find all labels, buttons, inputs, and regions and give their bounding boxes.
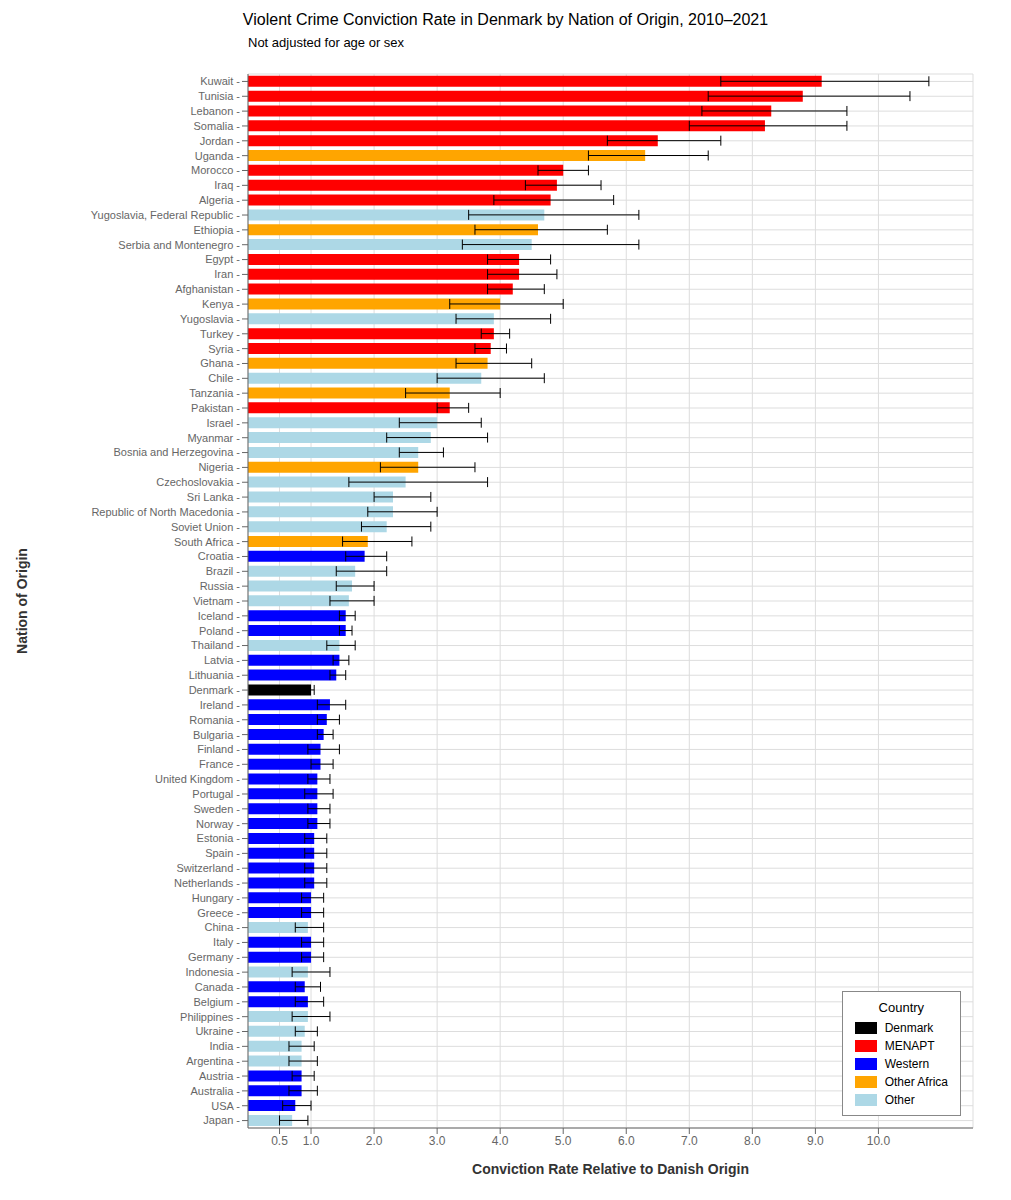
- svg-text:Canada -: Canada -: [195, 981, 241, 993]
- svg-text:Morocco -: Morocco -: [191, 164, 240, 176]
- svg-text:10.0: 10.0: [867, 1134, 891, 1148]
- svg-text:Philippines -: Philippines -: [180, 1011, 240, 1023]
- svg-text:Latvia -: Latvia -: [204, 654, 240, 666]
- svg-text:4.0: 4.0: [492, 1134, 509, 1148]
- svg-text:Myanmar -: Myanmar -: [187, 432, 240, 444]
- svg-text:Uganda -: Uganda -: [195, 150, 241, 162]
- svg-text:Japan -: Japan -: [203, 1114, 240, 1126]
- svg-text:Poland -: Poland -: [199, 625, 240, 637]
- svg-text:Russia -: Russia -: [200, 580, 241, 592]
- svg-text:Nation of Origin: Nation of Origin: [14, 548, 30, 654]
- svg-text:Germany -: Germany -: [188, 951, 240, 963]
- svg-text:Algeria -: Algeria -: [199, 194, 240, 206]
- svg-text:China -: China -: [205, 921, 241, 933]
- svg-text:South Africa -: South Africa -: [174, 536, 240, 548]
- svg-text:Afghanistan -: Afghanistan -: [175, 283, 240, 295]
- svg-text:Kuwait -: Kuwait -: [200, 75, 240, 87]
- svg-text:Jordan -: Jordan -: [200, 135, 241, 147]
- svg-text:Pakistan -: Pakistan -: [191, 402, 240, 414]
- html-text:Not adjusted for age or sex: Not adjusted for age or sex: [248, 35, 405, 50]
- svg-text:Serbia and Montenegro -: Serbia and Montenegro -: [118, 239, 240, 251]
- svg-text:Somalia -: Somalia -: [194, 120, 241, 132]
- svg-text:Iceland -: Iceland -: [198, 610, 241, 622]
- svg-text:Vietnam -: Vietnam -: [193, 595, 240, 607]
- svg-text:8.0: 8.0: [744, 1134, 761, 1148]
- svg-text:Lithuania -: Lithuania -: [189, 669, 241, 681]
- svg-text:Hungary -: Hungary -: [192, 892, 241, 904]
- svg-text:5.0: 5.0: [555, 1134, 572, 1148]
- svg-text:Ethiopia -: Ethiopia -: [194, 224, 241, 236]
- svg-text:Brazil -: Brazil -: [206, 565, 241, 577]
- svg-text:Romania -: Romania -: [189, 714, 240, 726]
- svg-text:Egypt -: Egypt -: [205, 253, 240, 265]
- svg-text:Tanzania -: Tanzania -: [189, 387, 240, 399]
- svg-text:Ghana -: Ghana -: [200, 357, 240, 369]
- html-text:Western: Western: [884, 1057, 930, 1071]
- svg-text:Norway -: Norway -: [196, 818, 240, 830]
- svg-text:Ireland -: Ireland -: [200, 699, 241, 711]
- svg-text:Croatia -: Croatia -: [198, 550, 241, 562]
- svg-text:India -: India -: [209, 1040, 240, 1052]
- svg-text:Ukraine -: Ukraine -: [195, 1025, 240, 1037]
- svg-text:Indonesia -: Indonesia -: [186, 966, 241, 978]
- svg-text:Portugal -: Portugal -: [192, 788, 240, 800]
- svg-text:Switzerland -: Switzerland -: [176, 862, 240, 874]
- svg-text:1.0: 1.0: [303, 1134, 320, 1148]
- svg-text:Estonia -: Estonia -: [197, 832, 241, 844]
- svg-text:Sweden -: Sweden -: [194, 803, 241, 815]
- svg-text:Czechoslovakia -: Czechoslovakia -: [156, 476, 240, 488]
- svg-text:Iran -: Iran -: [214, 268, 240, 280]
- svg-text:Tunisia -: Tunisia -: [198, 90, 240, 102]
- html-text:MENAPT: MENAPT: [884, 1039, 935, 1053]
- html-text:Violent Crime Conviction Rate: Violent Crime Conviction Rate in Denmark…: [242, 11, 769, 28]
- svg-text:Denmark -: Denmark -: [189, 684, 241, 696]
- svg-text:Soviet Union -: Soviet Union -: [171, 521, 240, 533]
- svg-text:Greece -: Greece -: [197, 907, 240, 919]
- svg-text:Bulgaria -: Bulgaria -: [193, 729, 240, 741]
- svg-text:0.5: 0.5: [271, 1134, 288, 1148]
- svg-text:Italy -: Italy -: [213, 936, 240, 948]
- svg-text:Republic of North Macedonia -: Republic of North Macedonia -: [91, 506, 240, 518]
- svg-text:Yugoslavia -: Yugoslavia -: [180, 313, 240, 325]
- svg-text:Netherlands -: Netherlands -: [174, 877, 240, 889]
- html-text:Other Africa: Other Africa: [884, 1075, 948, 1089]
- svg-text:Israel -: Israel -: [206, 417, 240, 429]
- svg-text:Australia -: Australia -: [190, 1085, 240, 1097]
- svg-text:Bosnia and Herzegovina -: Bosnia and Herzegovina -: [113, 446, 240, 458]
- svg-text:USA -: USA -: [211, 1100, 240, 1112]
- svg-text:Turkey -: Turkey -: [200, 328, 240, 340]
- svg-text:6.0: 6.0: [618, 1134, 635, 1148]
- svg-text:7.0: 7.0: [681, 1134, 698, 1148]
- svg-text:Austria -: Austria -: [199, 1070, 240, 1082]
- svg-text:Sri Lanka -: Sri Lanka -: [187, 491, 241, 503]
- svg-text:Spain -: Spain -: [205, 847, 240, 859]
- svg-text:France -: France -: [199, 758, 240, 770]
- svg-text:Chile -: Chile -: [208, 372, 240, 384]
- html-text:Other: Other: [884, 1093, 915, 1107]
- svg-text:Nigeria -: Nigeria -: [198, 461, 240, 473]
- svg-text:Conviction Rate Relative to Da: Conviction Rate Relative to Danish Origi…: [472, 1161, 749, 1177]
- html-text:Country: Country: [878, 1000, 925, 1015]
- svg-text:Belgium -: Belgium -: [194, 996, 241, 1008]
- html-text:Denmark: Denmark: [884, 1021, 934, 1035]
- svg-text:Lebanon -: Lebanon -: [190, 105, 240, 117]
- svg-text:Iraq -: Iraq -: [214, 179, 240, 191]
- svg-text:Yugoslavia, Federal Republic -: Yugoslavia, Federal Republic -: [91, 209, 241, 221]
- svg-text:Kenya -: Kenya -: [202, 298, 240, 310]
- svg-text:Finland -: Finland -: [197, 743, 240, 755]
- svg-text:Argentina -: Argentina -: [186, 1055, 240, 1067]
- svg-text:2.0: 2.0: [366, 1134, 383, 1148]
- svg-text:9.0: 9.0: [807, 1134, 824, 1148]
- svg-text:Syria -: Syria -: [208, 343, 240, 355]
- svg-text:3.0: 3.0: [429, 1134, 446, 1148]
- svg-text:United Kingdom -: United Kingdom -: [155, 773, 240, 785]
- svg-text:Thailand -: Thailand -: [191, 639, 240, 651]
